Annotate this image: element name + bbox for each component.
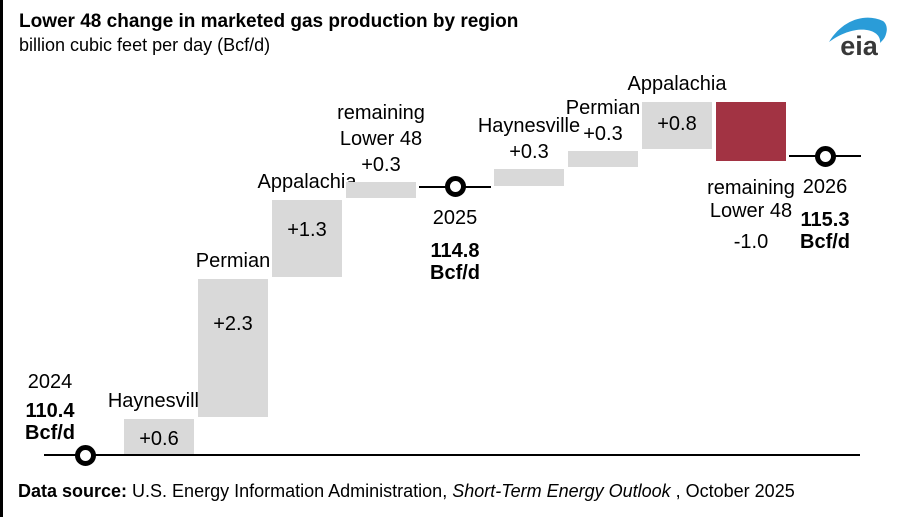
bar-4-remaining-lower-48	[346, 181, 416, 198]
eia-logo: eia	[828, 14, 890, 64]
eia-logo-text: eia	[840, 31, 878, 61]
bar-6-haynesville	[494, 169, 564, 186]
bar-9-remaining-lower-48-label-line2: Lower 48	[709, 200, 793, 223]
data-source-note: Data source: U.S. Energy Information Adm…	[18, 481, 795, 502]
bar-1-haynesville-label: Haynesville	[107, 390, 211, 413]
bar-8-appalachia-label: Appalachia	[627, 73, 727, 96]
bar-1-haynesville	[124, 419, 194, 454]
bar-3-appalachia-value: +1.3	[287, 218, 327, 241]
chart-subtitle: billion cubic feet per day (Bcf/d)	[19, 35, 271, 55]
anchor-2025-unit-label: Bcf/d	[430, 261, 480, 284]
bar-4-remaining-lower-48-label-line1: remaining	[337, 101, 425, 124]
anchor-2024-year-label: 2024	[27, 371, 73, 393]
left-border-strip	[0, 0, 3, 517]
data-source-suffix: , October 2025	[670, 481, 795, 501]
anchor-2026-unit-label: Bcf/d	[800, 231, 850, 254]
waterfall-chart: Haynesville +0.6 Permian +2.3 Appalachia +1.3…	[25, 73, 861, 466]
bar-7-permian-label-line1: Permian	[565, 97, 641, 119]
anchor-2024-baseline	[44, 454, 860, 456]
bar-9-remaining-lower-48-value: -1.0	[733, 231, 769, 254]
bar-8-appalachia-value: +0.8	[657, 113, 697, 136]
anchor-2024-value-label: 110.4	[25, 400, 75, 422]
bar-4-remaining-lower-48-value: +0.3	[361, 153, 401, 176]
chart-title: Lower 48 change in marketed gas producti…	[19, 11, 519, 32]
anchor-2026-year-label: 2026	[802, 176, 848, 199]
anchor-2026-value-label: 115.3	[800, 209, 850, 232]
anchor-2026-marker	[814, 145, 836, 167]
data-source-agency: U.S. Energy Information Administration,	[127, 481, 453, 501]
bar-2-permian	[198, 279, 268, 418]
bar-3-appalachia-label: Appalachia	[257, 170, 357, 193]
data-source-label: Data source:	[18, 481, 128, 501]
anchor-2025-value-label: 114.8	[430, 239, 480, 262]
bar-9-remaining-lower-48-label-line1: remaining	[707, 177, 795, 200]
bar-2-permian-value: +2.3	[213, 313, 253, 336]
bar-7-permian	[568, 151, 638, 168]
bar-4-remaining-lower-48-label-line2: Lower 48	[339, 127, 423, 150]
bar-1-haynesville-value: +0.6	[139, 427, 179, 450]
bar-6-haynesville-value: +0.3	[509, 141, 549, 164]
eia-swoosh-icon	[829, 17, 887, 43]
anchor-2025-marker	[444, 176, 466, 198]
data-source-publication: Short-Term Energy Outlook	[452, 481, 671, 501]
bar-6-haynesville-label-line1: Haynesville	[477, 115, 581, 138]
bar-2-permian-label: Permian	[195, 250, 271, 273]
bar-9-remaining-lower-48	[716, 102, 786, 162]
anchor-2024-marker	[74, 444, 96, 466]
anchor-2025-year-label: 2025	[432, 206, 478, 229]
bar-7-permian-value: +0.3	[583, 123, 623, 145]
bar-8-appalachia	[642, 102, 712, 149]
anchor-2024-unit-label: Bcf/d	[25, 422, 75, 444]
bar-3-appalachia	[272, 199, 342, 278]
